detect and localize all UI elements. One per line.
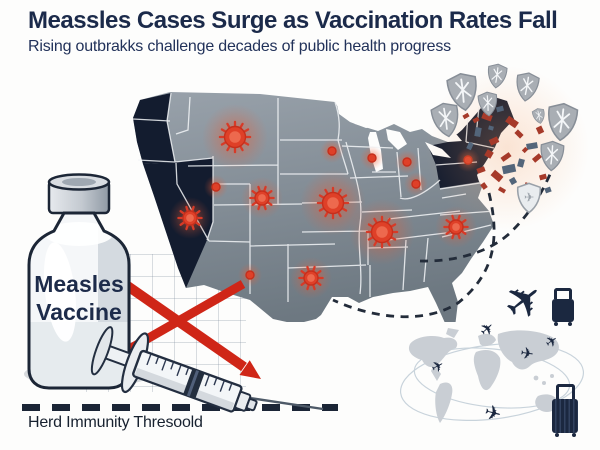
broken-shields: ✈	[430, 63, 579, 214]
shield-shard	[505, 115, 519, 129]
suitcase-icon	[552, 384, 579, 437]
broken-shield-icon	[531, 108, 545, 124]
outbreak-hotspot-utah	[204, 175, 228, 199]
airplane-icon: ✈	[519, 343, 536, 364]
outbreak-hotspot-nevada-california	[169, 197, 211, 239]
broken-shield-icon	[487, 63, 508, 89]
shield-shard	[517, 158, 525, 168]
shield-shard	[490, 169, 504, 183]
outbreak-hotspot-michigan	[395, 150, 419, 174]
shield-shard	[484, 149, 494, 159]
shield-shard	[501, 163, 517, 175]
shield-shard	[508, 176, 518, 186]
broken-shield-icon	[446, 72, 477, 112]
dark-states-northwest	[133, 93, 175, 164]
outbreak-hotspot-colorado	[241, 177, 283, 219]
continents	[408, 328, 559, 423]
svg-text:✈: ✈	[524, 190, 534, 204]
outbreak-hotspot-oklahoma	[290, 257, 332, 299]
shield-shard	[476, 166, 486, 174]
shield-shard	[481, 112, 493, 122]
outbreak-hotspots	[169, 104, 480, 299]
shield-shard	[474, 127, 482, 137]
shield-shard	[472, 116, 480, 124]
broken-shield-icon	[540, 140, 565, 172]
shield-shard	[531, 153, 543, 163]
outbreak-hotspot-wisconsin	[360, 146, 384, 170]
outbreak-hotspot-kentucky-tennessee	[349, 199, 415, 265]
shield-shard	[514, 129, 524, 139]
vial-label-line2: Vaccine	[36, 299, 122, 325]
vaccine-vial: Measles Vaccine	[27, 173, 131, 390]
shield-shard	[466, 141, 474, 151]
broken-shield-icon	[548, 102, 579, 142]
outbreak-hotspot-minnesota	[320, 139, 344, 163]
shield-shard	[495, 105, 505, 113]
shield-shard	[480, 182, 488, 190]
shield-shard	[500, 152, 512, 162]
shield-shard	[526, 142, 538, 150]
shield-shard	[521, 146, 529, 154]
shield-shard	[538, 173, 548, 181]
outbreak-hotspot-montana	[202, 104, 268, 170]
shield-shard	[488, 125, 494, 131]
shield-airplane-icon: ✈	[516, 182, 542, 214]
suitcase-icon	[551, 288, 575, 326]
vial-label-line1: Measles	[34, 271, 124, 297]
broken-shield-icon	[516, 72, 540, 102]
herd-immunity-threshold-label: Herd Immunity Thresoold	[28, 414, 203, 431]
page-subtitle: Rising outbrakks challenge decades of pu…	[28, 38, 451, 55]
shield-shards	[462, 105, 552, 194]
herd-immunity-threshold-line	[22, 404, 338, 411]
shield-shard	[497, 186, 507, 194]
shield-shard	[462, 112, 470, 120]
page-title: Meassles Cases Surge as Vaccination Rate…	[28, 7, 558, 34]
outbreak-hotspot-nebraska-iowa	[300, 170, 366, 236]
shield-shard	[535, 125, 545, 135]
broken-shield-icon	[430, 102, 459, 138]
outbreak-hotspot-west-texas	[238, 263, 262, 287]
shield-shard	[544, 186, 552, 194]
shield-shard	[488, 136, 500, 146]
outbreak-hotspot-ohio	[404, 172, 428, 196]
broken-shield-icon	[477, 91, 498, 117]
